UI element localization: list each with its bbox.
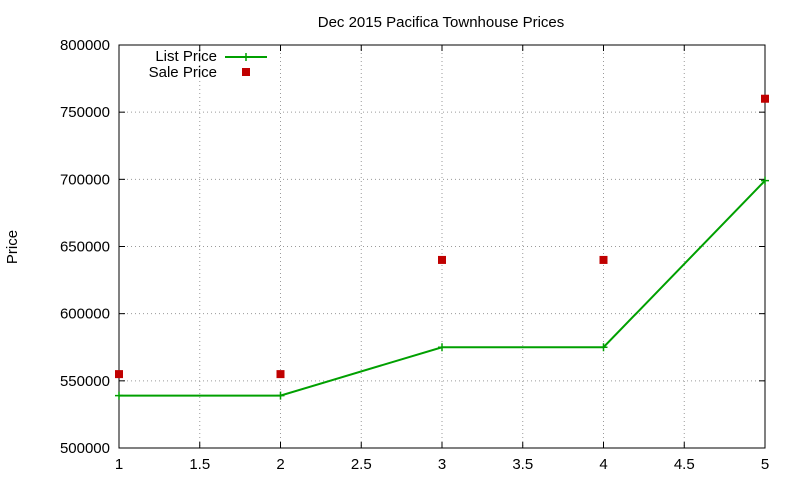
x-tick-label: 3	[438, 456, 446, 473]
legend-label-sale-price: Sale Price	[149, 64, 217, 81]
y-axis-label: Price	[4, 230, 21, 264]
sale-price-point	[599, 255, 608, 264]
y-tick-label: 700000	[60, 171, 110, 188]
x-tick-label: 4	[599, 456, 607, 473]
legend-marker-list-price	[242, 53, 250, 61]
chart-title: Dec 2015 Pacifica Townhouse Prices	[318, 14, 565, 31]
sale-price-point	[438, 255, 446, 264]
x-tick-label: 5	[761, 456, 769, 473]
sale-price-point	[276, 370, 285, 379]
list-price-point	[276, 391, 285, 400]
legend-marker-sale-price	[242, 68, 250, 76]
list-price-point	[599, 343, 608, 352]
x-tick-label: 4.5	[674, 456, 695, 473]
legend-label-list-price: List Price	[155, 48, 217, 65]
series-list-price-line	[119, 179, 766, 397]
y-tick-label: 600000	[60, 306, 110, 323]
list-price-point	[438, 343, 446, 352]
x-tick-label: 2	[276, 456, 284, 473]
axes: 1 1.5 2 2.5 3 3.5 4 4.5 5 500000 550000 600000 65000…	[60, 37, 769, 473]
list-price-point	[761, 176, 769, 185]
y-tick-label: 650000	[60, 239, 110, 256]
list-price-point	[115, 391, 123, 400]
grid-lines	[119, 45, 765, 448]
legend: List Price Sale Price	[149, 48, 267, 81]
y-tick-label: 800000	[60, 37, 110, 54]
y-tick-label: 750000	[60, 104, 110, 121]
x-tick-label: 1	[115, 456, 123, 473]
x-tick-label: 3.5	[512, 456, 533, 473]
y-tick-label: 550000	[60, 373, 110, 390]
sale-price-point	[761, 94, 769, 103]
sale-price-point	[115, 370, 123, 379]
x-tick-label: 1.5	[189, 456, 210, 473]
x-tick-label: 2.5	[351, 456, 372, 473]
y-tick-label: 500000	[60, 440, 110, 457]
series	[115, 94, 769, 400]
